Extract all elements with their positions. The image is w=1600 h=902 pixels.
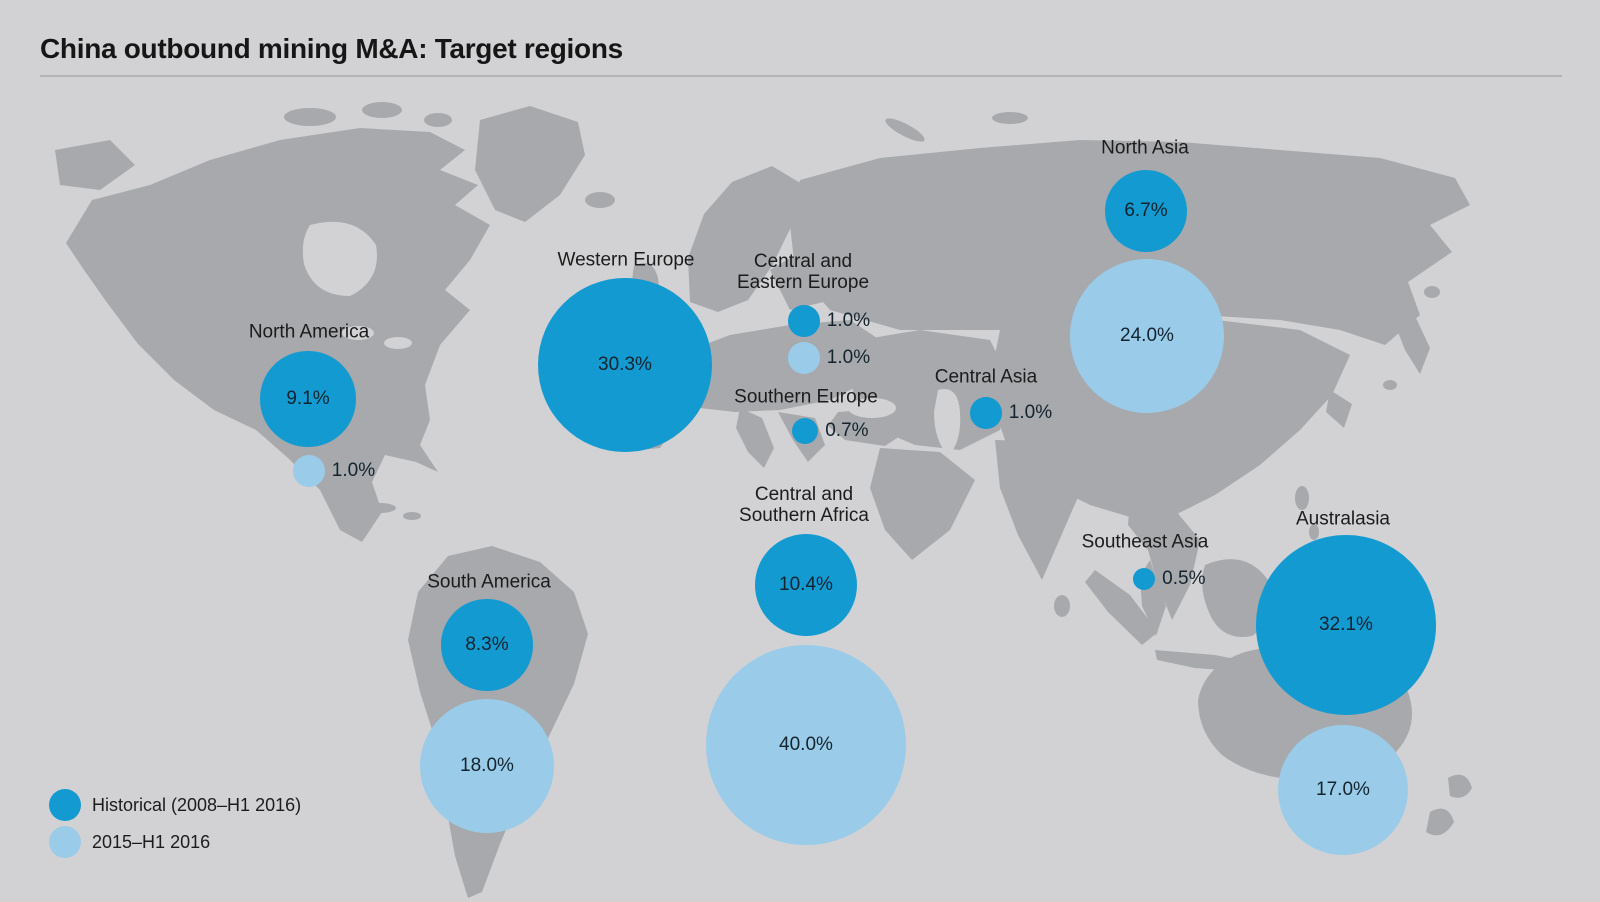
bubble-australasia-historical: 32.1% [1256, 535, 1436, 715]
bubble-value-central-and-eastern-europe-historical: 1.0% [826, 310, 871, 331]
bubble-value-western-europe-historical: 30.3% [598, 353, 652, 375]
legend-label-recent: 2015–H1 2016 [92, 831, 211, 852]
bubble-southeast-asia-historical [1132, 567, 1156, 591]
bubble-value-australasia-historical: 32.1% [1319, 613, 1373, 635]
region-label-north-asia: North Asia [1101, 137, 1189, 159]
historical-swatch-icon [49, 789, 81, 821]
page-title: China outbound mining M&A: Target region… [40, 33, 623, 64]
region-label-australasia: Australasia [1296, 508, 1390, 530]
bubble-south-america-recent: 18.0% [419, 698, 555, 834]
bubble-value-south-america-historical: 8.3% [465, 633, 509, 655]
region-label-southeast-asia: Southeast Asia [1081, 531, 1209, 553]
recent-swatch-icon [49, 826, 81, 858]
bubble-north-asia-recent: 24.0% [1069, 258, 1225, 414]
bubble-central-asia-historical [970, 397, 1002, 429]
region-label-central-and-eastern-europe: Central and Eastern Europe [736, 251, 870, 293]
bubble-value-north-asia-recent: 24.0% [1120, 324, 1174, 346]
legend: Historical (2008–H1 2016) 2015–H1 2016 [49, 789, 301, 858]
bubble-australasia-recent: 17.0% [1277, 724, 1409, 856]
legend-label-historical: Historical (2008–H1 2016) [92, 794, 302, 815]
lakes [302, 221, 961, 456]
bubble-north-america-recent [293, 455, 325, 487]
bubble-central-and-southern-africa-historical: 10.4% [755, 534, 857, 636]
region-label-western-europe: Western Europe [557, 249, 695, 271]
bubble-central-and-southern-africa-recent: 40.0% [706, 645, 906, 845]
legend-item-historical: Historical (2008–H1 2016) [49, 789, 301, 821]
bubble-value-north-america-historical: 9.1% [286, 387, 330, 409]
region-label-central-and-southern-africa: Central and Southern Africa [739, 484, 869, 526]
bubble-south-america-historical: 8.3% [441, 599, 533, 691]
bubble-value-north-america-recent: 1.0% [331, 460, 376, 481]
bubble-southern-europe-historical [791, 417, 819, 445]
bubble-value-north-asia-historical: 6.7% [1124, 199, 1168, 221]
bubble-value-australasia-recent: 17.0% [1316, 778, 1370, 800]
bubble-north-america-historical: 9.1% [260, 351, 356, 447]
bubble-central-and-eastern-europe-historical [788, 305, 820, 337]
region-label-south-america: South America [427, 571, 551, 593]
title-divider [40, 75, 1562, 77]
bubble-value-southern-europe-historical: 0.7% [825, 420, 869, 441]
bubble-value-southeast-asia-historical: 0.5% [1162, 568, 1206, 589]
bubble-value-central-and-eastern-europe-recent: 1.0% [826, 347, 871, 368]
region-label-southern-europe: Southern Europe [734, 386, 878, 408]
legend-item-recent: 2015–H1 2016 [49, 826, 301, 858]
bubble-north-asia-historical: 6.7% [1105, 170, 1187, 252]
region-label-central-asia: Central Asia [934, 366, 1038, 388]
bubble-central-and-eastern-europe-recent [788, 342, 820, 374]
bubble-value-central-and-southern-africa-recent: 40.0% [779, 733, 833, 755]
bubble-value-south-america-recent: 18.0% [460, 754, 514, 776]
bubble-value-central-asia-historical: 1.0% [1008, 402, 1053, 423]
bubble-value-central-and-southern-africa-historical: 10.4% [779, 573, 833, 595]
bubble-western-europe-historical: 30.3% [538, 278, 712, 452]
region-label-north-america: North America [248, 321, 370, 343]
